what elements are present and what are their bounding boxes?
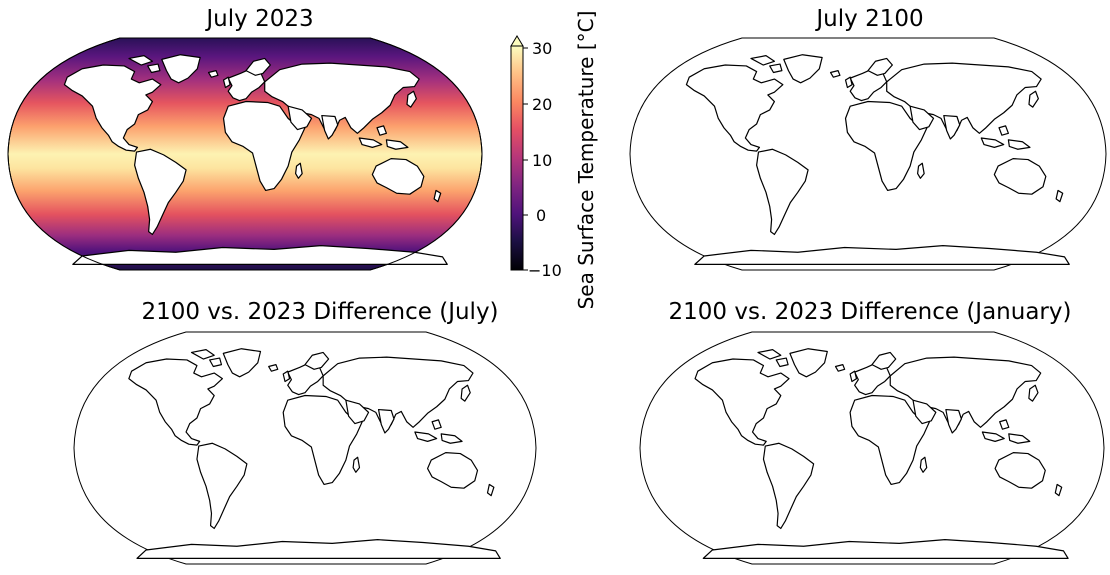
panel-title-july-2100: July 2100 bbox=[816, 6, 924, 32]
colorbar-tick-10: 10 bbox=[532, 151, 552, 170]
colorbar-tick-0: 0 bbox=[536, 206, 546, 225]
colorbar-label: Sea Surface Temperature [°C] bbox=[574, 11, 598, 310]
panel-title-july-2023: July 2023 bbox=[206, 6, 314, 32]
map-diff-july bbox=[73, 331, 537, 565]
colorbar-gradient bbox=[510, 45, 524, 271]
colorbar: 30 20 10 0 −10 Sea Surface Temperature [… bbox=[510, 11, 598, 310]
panel-title-diff-july: 2100 vs. 2023 Difference (July) bbox=[141, 299, 499, 325]
map-july-2100 bbox=[629, 37, 1107, 271]
map-diff-january bbox=[639, 331, 1105, 565]
colorbar-tick-30: 30 bbox=[532, 39, 552, 58]
colorbar-extend-arrow bbox=[510, 35, 524, 47]
map-july-2023 bbox=[7, 37, 483, 271]
panel-title-diff-january: 2100 vs. 2023 Difference (January) bbox=[668, 299, 1072, 325]
colorbar-tick-minus10: −10 bbox=[528, 261, 562, 280]
colorbar-tick-20: 20 bbox=[532, 95, 552, 114]
